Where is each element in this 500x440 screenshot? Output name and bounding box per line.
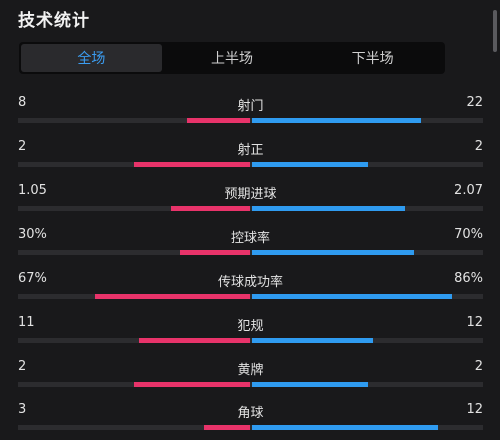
home-value: 2 [18,359,27,374]
stat-track [18,338,483,343]
stat-label: 射正 [237,143,264,158]
away-bar [252,294,452,299]
home-bar [134,162,250,167]
stat-row-corners: 3 角球 12 [18,402,483,438]
scrollbar[interactable] [492,0,498,440]
away-bar [252,206,405,211]
stat-row-pass-accuracy: 67% 传球成功率 86% [18,271,483,307]
stat-row-yellow-cards: 2 黄牌 2 [18,359,483,395]
stat-track [18,425,483,430]
stat-label: 预期进球 [224,187,277,202]
stat-track [18,206,483,211]
home-value: 67% [18,271,47,286]
stat-track [18,118,483,123]
home-bar [187,118,250,123]
stat-track [18,250,483,255]
period-tabs: 全场 上半场 下半场 [19,42,445,74]
home-bar [139,338,250,343]
away-value: 2.07 [454,183,483,198]
away-value: 2 [474,359,483,374]
away-value: 86% [454,271,483,286]
tab-full-match[interactable]: 全场 [21,44,162,72]
home-bar [204,425,250,430]
scrollbar-thumb[interactable] [493,10,497,52]
stat-label: 犯规 [237,319,264,334]
away-bar [252,382,368,387]
stat-label: 控球率 [230,231,270,246]
away-bar [252,118,421,123]
stat-row-fouls: 11 犯规 12 [18,315,483,351]
home-value: 30% [18,227,47,242]
stat-row-shots-on-target: 2 射正 2 [18,139,483,175]
stat-row-possession: 30% 控球率 70% [18,227,483,263]
home-value: 2 [18,139,27,154]
stat-label: 角球 [237,406,264,421]
stat-track [18,162,483,167]
tab-second-half[interactable]: 下半场 [351,51,394,67]
home-bar [134,382,250,387]
home-value: 11 [18,315,35,330]
stat-label: 黄牌 [237,363,264,378]
home-bar [95,294,250,299]
stat-label: 传球成功率 [217,275,283,290]
home-value: 1.05 [18,183,47,198]
home-bar [180,250,250,255]
away-bar [252,162,368,167]
away-value: 2 [474,139,483,154]
home-value: 8 [18,95,27,110]
away-value: 22 [466,95,483,110]
stat-track [18,382,483,387]
away-value: 12 [466,402,483,417]
away-bar [252,425,438,430]
stat-row-shots: 8 射门 22 [18,95,483,131]
home-value: 3 [18,402,27,417]
away-bar [252,250,414,255]
home-bar [171,206,250,211]
stat-track [18,294,483,299]
away-bar [252,338,373,343]
tab-first-half[interactable]: 上半场 [211,51,253,67]
stat-row-expected-goals: 1.05 预期进球 2.07 [18,183,483,219]
page-title: 技术统计 [18,11,90,31]
away-value: 70% [454,227,483,242]
stat-label: 射门 [237,99,264,114]
away-value: 12 [466,315,483,330]
